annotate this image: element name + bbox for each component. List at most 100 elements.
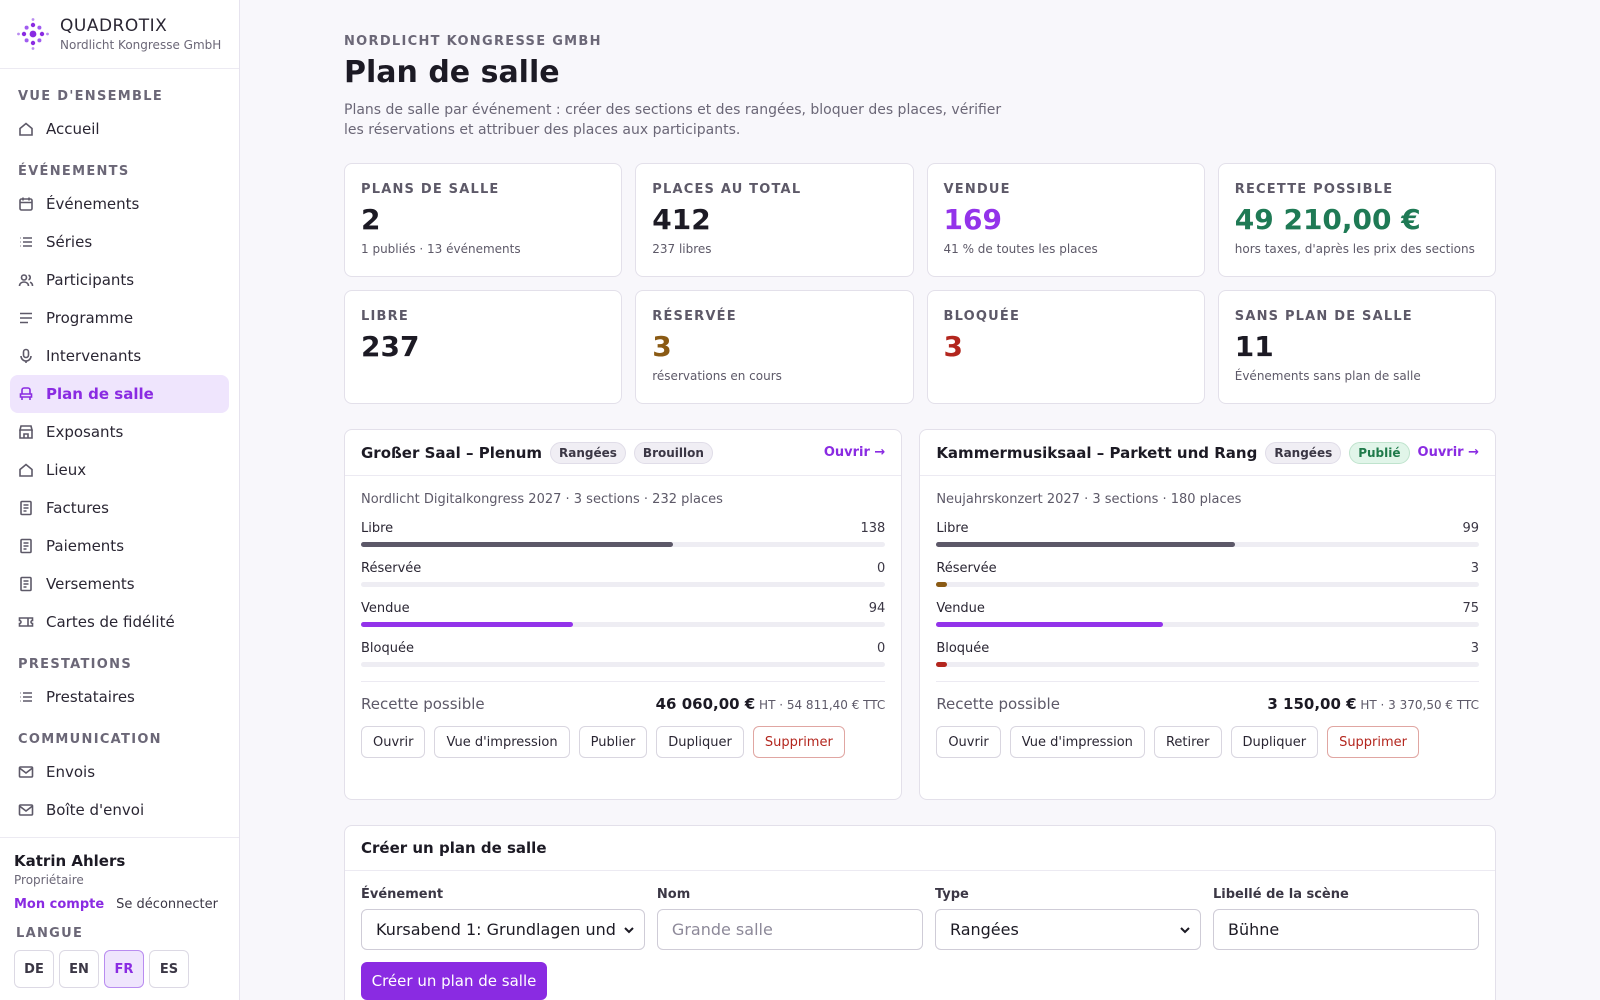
account-link[interactable]: Mon compte [14, 897, 105, 912]
lines-icon [20, 312, 32, 324]
sidebar-item-series[interactable]: Séries [10, 223, 229, 261]
sidebar-item-versements[interactable]: Versements [10, 565, 229, 603]
sidebar-item-lieux[interactable]: Lieux [10, 451, 229, 489]
duplicate-button[interactable]: Dupliquer [656, 726, 744, 758]
sidebar-item-prestataires[interactable]: Prestataires [10, 678, 229, 716]
sidebar-item-label: Versements [46, 575, 135, 593]
type-select[interactable]: Rangées [934, 909, 1201, 950]
bar-label: Réservée [936, 561, 997, 576]
sidebar-item-label: Accueil [46, 120, 100, 138]
seat-icon [19, 387, 33, 400]
revenue-ttc: HT · 54 811,40 € TTC [755, 698, 886, 712]
create-plan-button[interactable]: Créer un plan de salle [361, 962, 547, 1000]
stat-card: VENDUE 169 41 % de toutes les places [926, 163, 1205, 277]
delete-button[interactable]: Supprimer [752, 726, 845, 758]
sidebar-item-accueil[interactable]: Accueil [10, 110, 229, 148]
print-view-button[interactable]: Vue d'impression [434, 726, 570, 758]
revenue-ttc: HT · 3 370,50 € TTC [1356, 698, 1479, 712]
event-select-value: Kursabend 1: Grundlagen und [376, 920, 616, 939]
lang-en-button[interactable]: EN [59, 950, 99, 988]
language-title: LANGUE [16, 926, 84, 941]
bar-value: 75 [1462, 601, 1479, 616]
stat-label: PLANS DE SALLE [361, 182, 500, 197]
stat-label: LIBRE [361, 309, 409, 324]
bar-fill [936, 622, 1163, 627]
sidebar-item-cartes-fidelite[interactable]: Cartes de fidélité [10, 603, 229, 641]
stat-sub: Événements sans plan de salle [1234, 369, 1421, 383]
ticket-icon [18, 617, 34, 627]
bar-label: Libre [361, 521, 394, 536]
sidebar-item-label: Séries [46, 233, 93, 251]
sidebar-item-exposants[interactable]: Exposants [10, 413, 229, 451]
lang-es-button[interactable]: ES [149, 950, 189, 988]
print-view-button[interactable]: Vue d'impression [1009, 726, 1145, 758]
stat-label: RECETTE POSSIBLE [1234, 182, 1394, 197]
seating-plan-card: Großer Saal – Plenum Rangées Brouillon O… [344, 429, 903, 800]
sidebar-item-label: Cartes de fidélité [46, 613, 175, 631]
seat-bar-vendue: Vendue 75 [936, 601, 1479, 627]
event-select[interactable]: Kursabend 1: Grundlagen und [361, 909, 645, 950]
stat-value: 49 210,00 € [1234, 203, 1421, 236]
sidebar-item-intervenants[interactable]: Intervenants [10, 337, 229, 375]
brand[interactable]: QUADROTIX Nordlicht Kongresse GmbH [0, 0, 239, 69]
sidebar-item-programme[interactable]: Programme [10, 299, 229, 337]
bar-fill [361, 622, 574, 627]
type-select-value: Rangées [949, 920, 1019, 939]
chevron-down-icon [624, 927, 634, 934]
sidebar-item-plan-de-salle[interactable]: Plan de salle [10, 375, 229, 413]
revenue-label: Recette possible [936, 695, 1060, 713]
plan-title[interactable]: Kammermusiksaal – Parkett und Rang [936, 443, 1258, 462]
sidebar-item-evenements[interactable]: Événements [10, 185, 229, 223]
revenue-ht: 46 060,00 € [655, 695, 756, 713]
plan-open-link[interactable]: Ouvrir → [1417, 445, 1479, 460]
plan-status-badge: Publié [1349, 441, 1410, 464]
sidebar-item-label: Envois [46, 763, 96, 781]
delete-button[interactable]: Supprimer [1327, 726, 1420, 758]
home-icon [19, 122, 33, 136]
sidebar-item-participants[interactable]: Participants [10, 261, 229, 299]
lang-de-button[interactable]: DE [14, 950, 54, 988]
sidebar-item-boite-envoi[interactable]: Boîte d'envoi [10, 791, 229, 829]
plan-title[interactable]: Großer Saal – Plenum [361, 443, 543, 462]
withdraw-button[interactable]: Retirer [1153, 726, 1222, 758]
sidebar-item-envois[interactable]: Envois [10, 753, 229, 791]
stat-label: VENDUE [943, 182, 1011, 197]
sidebar-item-label: Programme [46, 309, 134, 327]
logout-link[interactable]: Se déconnecter [116, 897, 218, 912]
publish-button[interactable]: Publier [578, 726, 648, 758]
bar-label: Libre [936, 521, 969, 536]
type-field-label: Type [934, 887, 969, 902]
open-button[interactable]: Ouvrir [361, 726, 426, 758]
sidebar-item-label: Boîte d'envoi [46, 801, 145, 819]
sidebar-item-label: Plan de salle [46, 385, 154, 403]
bar-value: 0 [877, 561, 886, 576]
org-eyebrow: NORDLICHT KONGRESSE GMBH [344, 34, 602, 49]
list-icon [20, 692, 32, 702]
stat-value: 237 [361, 330, 420, 363]
mic-icon [20, 348, 32, 363]
sidebar-item-label: Intervenants [46, 347, 142, 365]
open-button[interactable]: Ouvrir [936, 726, 1001, 758]
plan-open-link[interactable]: Ouvrir → [823, 445, 886, 460]
duplicate-button[interactable]: Dupliquer [1230, 726, 1319, 758]
name-field-label: Nom [656, 887, 691, 902]
bar-label: Vendue [361, 601, 410, 616]
stat-sub: 41 % de toutes les places [943, 242, 1098, 256]
user-role: Propriétaire [14, 873, 84, 887]
bar-fill [936, 662, 948, 667]
lang-fr-button[interactable]: FR [104, 950, 144, 988]
sidebar-item-paiements[interactable]: Paiements [10, 527, 229, 565]
stat-card: RÉSERVÉE 3 réservations en cours [635, 290, 914, 404]
plan-status-badge: Brouillon [633, 441, 713, 464]
sidebar-item-factures[interactable]: Factures [10, 489, 229, 527]
stat-value: 2 [361, 203, 381, 236]
name-input[interactable]: Grande salle [656, 909, 923, 950]
nav-section-title: PRESTATIONS [18, 657, 132, 672]
stat-value: 3 [943, 330, 963, 363]
receipt-icon [20, 500, 32, 516]
user-panel: Katrin Ahlers Propriétaire Mon compte Se… [0, 837, 239, 1000]
sidebar-nav: VUE D'ENSEMBLE Accueil ÉVÉNEMENTS Événem… [0, 69, 239, 837]
stat-card: PLACES AU TOTAL 412 237 libres [635, 163, 914, 277]
stage-label-input[interactable]: Bühne [1212, 909, 1479, 950]
stat-card: BLOQUÉE 3 [926, 290, 1205, 404]
